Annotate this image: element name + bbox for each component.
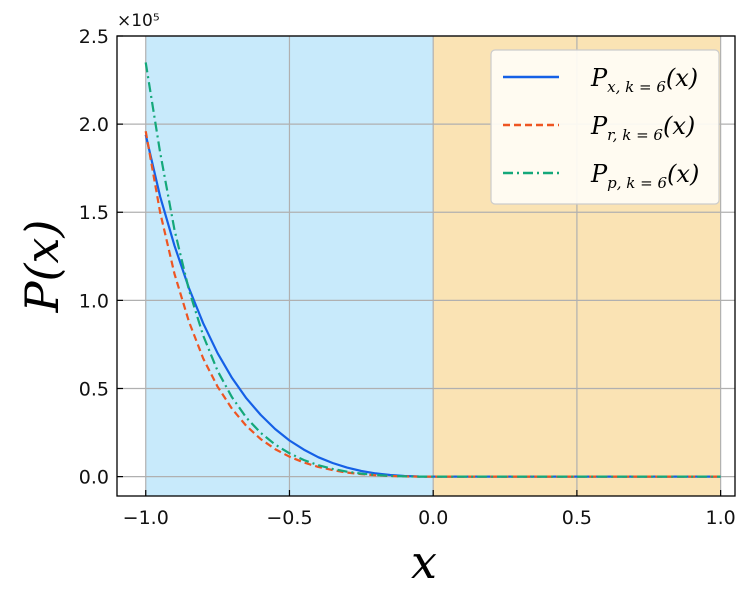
series-line-2 [144,62,721,478]
series-lines [144,62,721,478]
legend: Px, k = 6(x) Pr, k = 6(x) Pp, k = 6(x) [490,49,720,205]
legend-label-2: Pp, k = 6(x) [590,160,699,192]
y-tick-label-1: 0.5 [79,378,109,400]
y-axis-scale-label: ×10⁵ [117,11,160,31]
y-tick-label-4: 2.0 [79,114,109,136]
y-tick-label-5: 2.5 [79,26,109,48]
x-axis-title: x [411,535,437,589]
series-line-1 [144,131,721,478]
x-tick-label-1: −0.5 [266,507,312,529]
y-tick-label-3: 1.5 [79,202,109,224]
y-axis-title: P(x) [15,220,69,314]
axis-ticks: −1.0 −0.5 0.0 0.5 1.0 0.0 0.5 1.0 1.5 2.0 2.5 [79,26,736,529]
legend-label-0: Px, k = 6(x) [590,64,698,96]
plot-frame [116,35,736,497]
y-tick-label-0: 0.0 [79,467,109,489]
legend-label-1: Pr, k = 6(x) [590,112,695,144]
x-tick-label-2: 0.0 [418,507,448,529]
x-tick-label-0: −1.0 [123,507,169,529]
x-tick-label-4: 1.0 [706,507,736,529]
legend-box [490,49,720,205]
series-line-0 [144,134,721,478]
y-tick-label-2: 1.0 [79,290,109,312]
x-tick-label-3: 0.5 [562,507,592,529]
